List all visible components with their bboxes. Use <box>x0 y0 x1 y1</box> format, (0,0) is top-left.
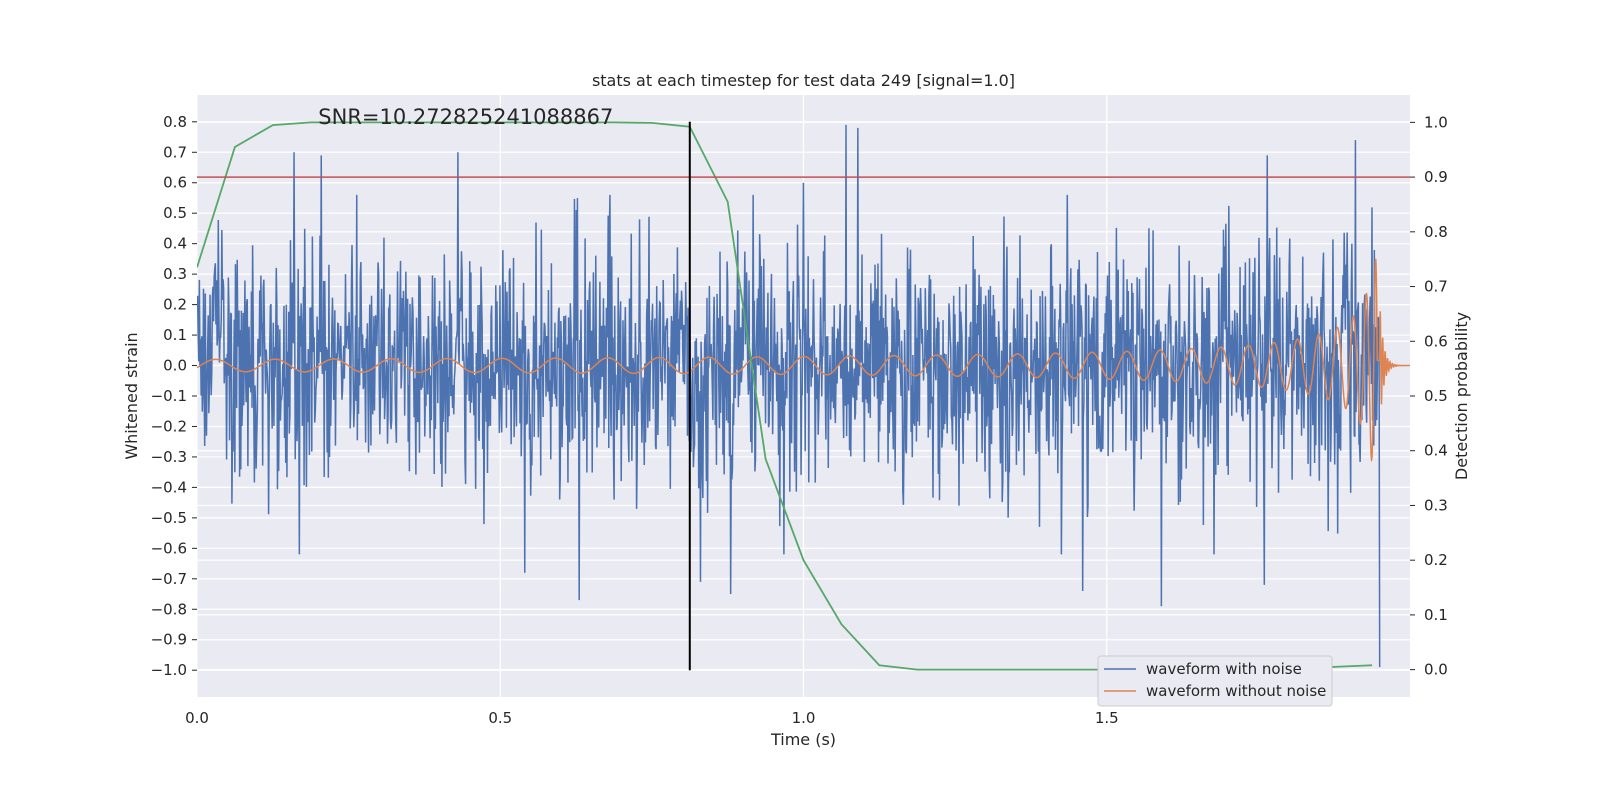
y2-tick-label: 1.0 <box>1424 113 1448 131</box>
y2-tick-label: 0.0 <box>1424 661 1448 679</box>
y2-tick-label: 0.1 <box>1424 606 1448 624</box>
y-tick-label: 0.6 <box>163 174 187 192</box>
y-tick-label: 0.1 <box>163 326 187 344</box>
y-axis-label: Whitened strain <box>122 332 141 459</box>
y2-tick-label: 0.6 <box>1424 332 1448 350</box>
x-tick-label: 0.5 <box>488 709 512 727</box>
y-tick-label: 0.2 <box>163 296 187 314</box>
y-tick-label: 0.3 <box>163 265 187 283</box>
legend-box <box>1097 655 1333 707</box>
y2-tick-label: 0.8 <box>1424 223 1448 241</box>
series-line-waveform-without-noise <box>197 258 1410 463</box>
y-tick-label: −0.5 <box>151 509 187 527</box>
x-axis-label: Time (s) <box>770 730 836 749</box>
y2-tick-label: 0.5 <box>1424 387 1448 405</box>
y-tick-label: −0.2 <box>151 417 187 435</box>
x-tick-label: 1.5 <box>1095 709 1119 727</box>
y2-tick-label: 0.2 <box>1424 551 1448 569</box>
snr-annotation: SNR=10.272825241088867 <box>318 105 613 129</box>
y-tick-label: −0.3 <box>151 448 187 466</box>
axes-ticks: 0.0 0.5 1.0 1.5 −1.0 −0.9 −0.8 −0.7 −0.6 −0.5 −0.4… <box>151 113 1448 727</box>
series-line-waveform-with-noise <box>197 124 1381 668</box>
y-tick-label: 0.7 <box>163 143 187 161</box>
legend: waveform with noise waveform without noi… <box>1097 655 1333 707</box>
y-tick-label: −0.9 <box>151 631 187 649</box>
chart-title: stats at each timestep for test data 249… <box>592 71 1015 90</box>
y2-tick-label: 0.7 <box>1424 278 1448 296</box>
y-tick-label: −0.1 <box>151 387 187 405</box>
y-tick-label: 0.4 <box>163 235 187 253</box>
y2-tick-label: 0.3 <box>1424 496 1448 514</box>
y-tick-label: 0.5 <box>163 204 187 222</box>
y-tick-label: −1.0 <box>151 661 187 679</box>
y-tick-label: 0.0 <box>163 357 187 375</box>
y-tick-label: −0.4 <box>151 478 187 496</box>
x-tick-label: 1.0 <box>792 709 816 727</box>
y-tick-label: −0.8 <box>151 600 187 618</box>
legend-label-waveform-with-noise: waveform with noise <box>1146 660 1302 678</box>
x-tick-label: 0.0 <box>185 709 209 727</box>
y-tick-label: 0.8 <box>163 113 187 131</box>
legend-label-waveform-without-noise: waveform without noise <box>1146 682 1326 700</box>
y2-axis-label: Detection probability <box>1452 312 1471 480</box>
y-tick-label: −0.7 <box>151 570 187 588</box>
y2-tick-label: 0.9 <box>1424 168 1448 186</box>
y-tick-label: −0.6 <box>151 539 187 557</box>
y2-tick-label: 0.4 <box>1424 442 1448 460</box>
